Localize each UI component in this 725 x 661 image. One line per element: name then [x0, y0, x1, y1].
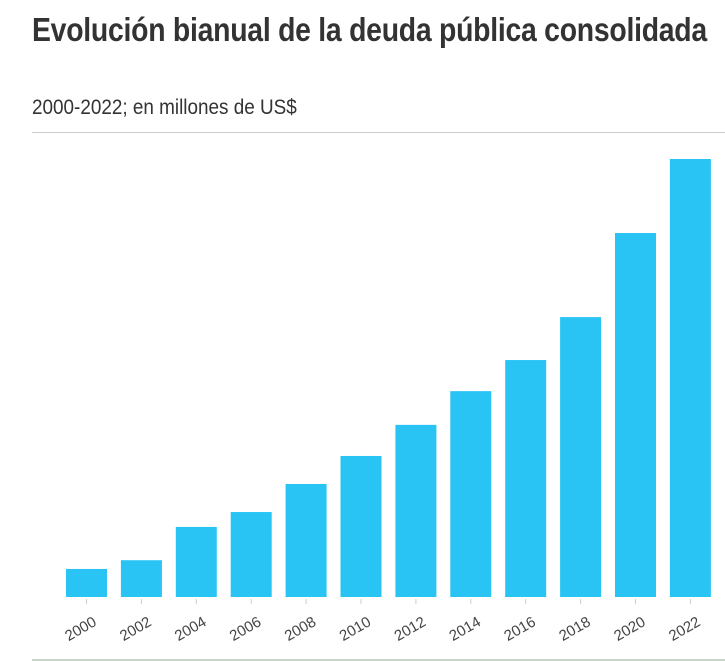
x-tick-label: 2012: [391, 613, 428, 644]
top-divider: [32, 132, 725, 133]
x-tick-label: 2022: [666, 613, 703, 644]
x-tick-label: 2000: [62, 613, 99, 644]
x-tick-label: 2008: [282, 613, 319, 644]
x-tick-label: 2020: [611, 613, 648, 644]
x-tick-label: 2006: [227, 613, 264, 644]
x-tick-label: 2010: [337, 613, 374, 644]
bar-2012: [395, 424, 437, 597]
bar-2010: [340, 455, 382, 597]
bar-2002: [120, 560, 162, 597]
bar-2000: [66, 568, 107, 597]
bar-2008: [285, 483, 327, 597]
bar-2018: [560, 317, 602, 597]
x-tick-label: 2002: [117, 613, 154, 644]
bar-2006: [230, 512, 272, 597]
x-tick-label: 2004: [172, 613, 209, 644]
bar-2022: [669, 159, 711, 597]
bar-2014: [450, 391, 492, 597]
bar-2004: [175, 526, 217, 597]
chart-subtitle: 2000-2022; en millones de US$: [32, 96, 297, 119]
bottom-divider: [32, 659, 725, 661]
x-tick-label: 2018: [556, 613, 593, 644]
x-tick-label: 2016: [501, 613, 538, 644]
x-tick-label: 2014: [446, 613, 483, 644]
bar-2020: [615, 233, 656, 597]
bar-2016: [505, 360, 547, 597]
chart-title: Evolución bianual de la deuda pública co…: [32, 11, 707, 48]
